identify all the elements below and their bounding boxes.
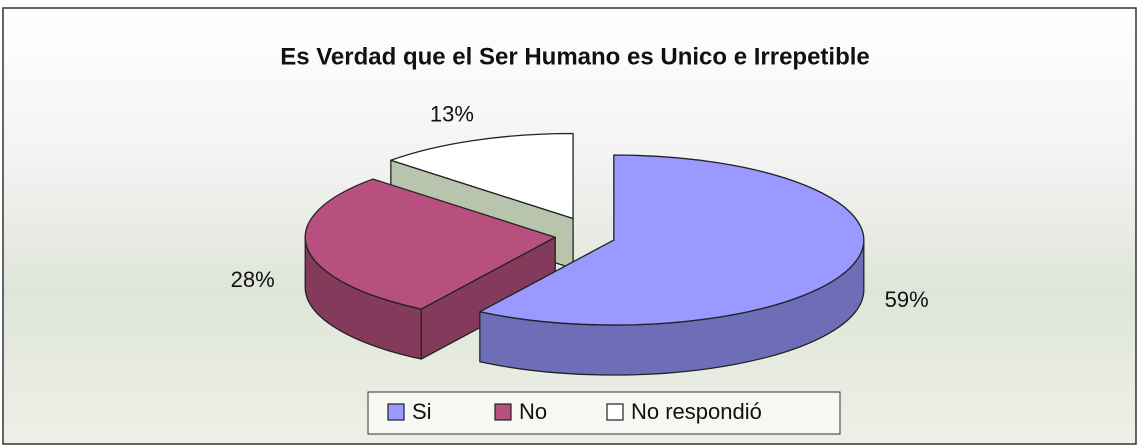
legend-swatch — [494, 403, 512, 421]
data-label: 28% — [231, 267, 275, 292]
data-label: 59% — [885, 287, 929, 312]
legend-swatch — [387, 403, 405, 421]
legend-label: No respondió — [631, 399, 762, 424]
slice — [304, 178, 556, 310]
chart-title: Es Verdad que el Ser Humano es Unico e I… — [280, 43, 870, 70]
legend-frame — [367, 391, 841, 435]
slice — [390, 132, 574, 220]
legend-label: Si — [412, 399, 432, 424]
slice — [479, 154, 865, 326]
data-label: 13% — [430, 102, 474, 127]
legend-swatch — [606, 403, 624, 421]
legend-label: No — [519, 399, 547, 424]
